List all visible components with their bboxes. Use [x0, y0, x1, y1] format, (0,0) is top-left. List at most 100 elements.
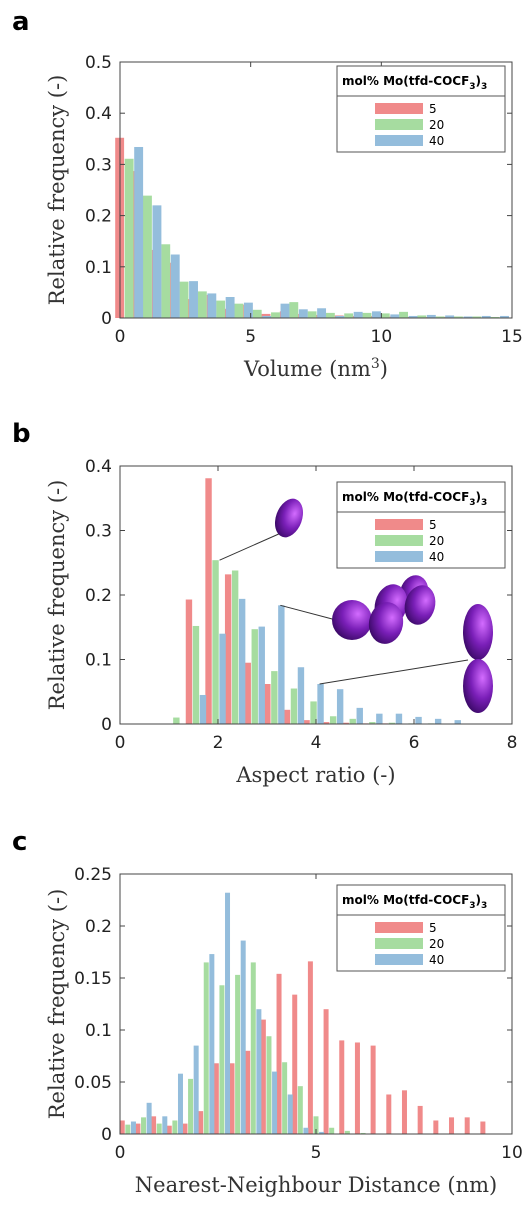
bar-20-14 [344, 1130, 350, 1134]
bar-20-18 [453, 316, 463, 318]
bar-40-7 [317, 684, 324, 724]
bar-20-20 [490, 316, 500, 318]
legend-label-40: 40 [429, 953, 444, 967]
legend-title: mol% Mo(tfd-COCF3)3 [342, 74, 487, 92]
x-axis-label: Aspect ratio (-) [235, 763, 395, 787]
bar-40-13 [434, 718, 442, 724]
bar-20-6 [219, 985, 225, 1134]
bar-40-14 [390, 314, 400, 318]
y-tick-label: 0.5 [85, 53, 112, 73]
bar-5-21 [449, 1117, 455, 1134]
bar-40-20 [500, 315, 509, 318]
bar-20-17 [435, 316, 445, 318]
bar-40-10 [317, 308, 327, 318]
bar-5-8 [322, 722, 330, 724]
bar-20-10 [369, 722, 376, 724]
bar-5-10 [276, 973, 282, 1134]
bar-20-8 [271, 312, 280, 318]
legend-label-40: 40 [429, 134, 444, 148]
x-tick-label: 0 [115, 733, 126, 753]
bar-5-1 [185, 599, 193, 724]
dimer-particle-icon [463, 604, 493, 660]
legend-title: mol% Mo(tfd-COCF3)3 [342, 893, 487, 911]
x-tick-label: 0 [115, 327, 126, 347]
bar-20-7 [235, 974, 241, 1134]
y-tick-label: 0.1 [85, 1021, 112, 1041]
legend-swatch-40 [375, 551, 423, 562]
bar-40-4 [258, 626, 265, 724]
bar-40-3 [177, 1073, 183, 1134]
x-tick-label: 2 [213, 733, 224, 753]
bar-20-8 [250, 962, 256, 1134]
bar-20-13 [362, 312, 372, 318]
bar-40-18 [463, 316, 473, 318]
legend-label-5: 5 [429, 921, 437, 935]
bar-40-17 [445, 315, 455, 318]
bar-5-16 [370, 1045, 376, 1134]
y-tick-label: 0.25 [74, 865, 112, 885]
bar-40-3 [189, 281, 198, 318]
bar-20-15 [360, 1132, 366, 1134]
legend: mol% Mo(tfd-COCF3)3 5 20 40 [336, 481, 506, 569]
bar-40-13 [372, 311, 381, 318]
bar-20-2 [156, 1123, 162, 1134]
x-tick-label: 10 [371, 327, 393, 347]
bar-5-15 [354, 1042, 360, 1134]
legend: mol% Mo(tfd-COCF3)3 5 20 40 [336, 65, 506, 153]
y-tick-label: 0 [101, 715, 112, 735]
bar-40-11 [395, 713, 403, 724]
bar-20-4 [251, 629, 258, 724]
leader-line [219, 532, 282, 561]
bar-5-20 [433, 1120, 439, 1134]
legend-swatch-20 [375, 535, 423, 546]
legend-label-20: 20 [429, 534, 444, 548]
bar-5-11 [292, 994, 298, 1134]
legend-swatch-40 [375, 954, 423, 965]
bar-20-9 [266, 1036, 272, 1134]
cluster-particle-icon [404, 585, 436, 625]
x-tick-label: 8 [507, 733, 518, 753]
bar-40-9 [356, 707, 363, 724]
bar-40-8 [336, 689, 344, 724]
legend: mol% Mo(tfd-COCF3)3 5 20 40 [336, 884, 506, 972]
bar-20-7 [252, 309, 262, 318]
bar-5-7 [303, 720, 310, 724]
bar-40-6 [225, 892, 231, 1134]
y-axis-label: Relative frequency (-) [45, 889, 69, 1120]
bar-20-0 [124, 158, 134, 318]
bar-20-5 [216, 300, 226, 318]
bar-20-14 [380, 313, 390, 318]
bar-20-10 [307, 311, 317, 318]
bar-20-4 [188, 1078, 194, 1134]
bar-5-14 [339, 1040, 345, 1134]
panel-letter: a [12, 7, 30, 37]
y-axis-label: Relative frequency (-) [45, 75, 69, 306]
bar-20-1 [192, 625, 200, 724]
panel-letter: c [12, 827, 27, 857]
bar-20-15 [399, 311, 408, 318]
legend-label-20: 20 [429, 118, 444, 132]
single-particle-icon [274, 498, 304, 538]
bar-40-12 [415, 716, 422, 724]
bar-40-2 [219, 633, 226, 724]
y-tick-label: 0.3 [85, 522, 112, 542]
y-tick-label: 0.1 [85, 651, 112, 671]
legend-label-5: 5 [429, 518, 437, 532]
bar-20-7 [310, 701, 317, 724]
bar-40-12 [353, 311, 363, 318]
bar-20-4 [197, 291, 207, 318]
y-tick-label: 0 [101, 1125, 112, 1145]
bar-40-5 [278, 605, 285, 724]
bar-5-4 [244, 662, 251, 724]
bar-20-5 [271, 671, 278, 724]
bar-40-6 [297, 667, 305, 724]
leader-line [280, 604, 337, 621]
bar-40-6 [243, 302, 253, 318]
y-tick-label: 0.2 [85, 586, 112, 606]
bar-5-6 [283, 709, 291, 724]
bar-5-3 [166, 1125, 172, 1134]
legend-title: mol% Mo(tfd-COCF3)3 [342, 490, 487, 508]
bar-40-4 [207, 293, 217, 318]
x-tick-label: 15 [501, 327, 523, 347]
